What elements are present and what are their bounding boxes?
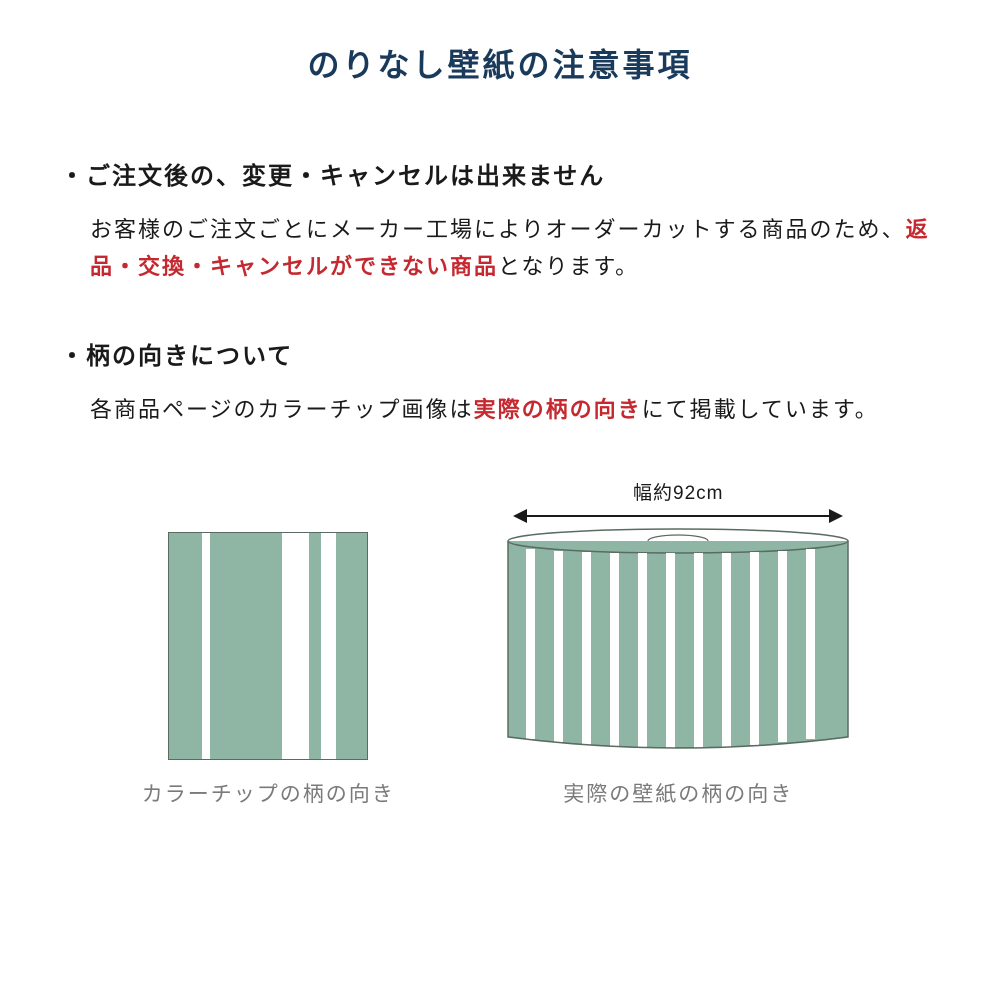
illustration-swatch: カラーチップの柄の向き — [142, 532, 395, 808]
body-text-accent: 実際の柄の向き — [474, 397, 642, 422]
wallpaper-roll-icon — [498, 525, 858, 760]
section-body: 各商品ページのカラーチップ画像は実際の柄の向きにて掲載しています。 — [90, 391, 940, 428]
section-body: お客様のご注文ごとにメーカー工場によりオーダーカットする商品のため、返品・交換・… — [90, 211, 940, 286]
section-cancel: ・ご注文後の、変更・キャンセルは出来ません お客様のご注文ごとにメーカー工場によ… — [60, 156, 940, 286]
roll-caption: 実際の壁紙の柄の向き — [563, 778, 793, 808]
illustration-roll: 幅約92cm — [498, 478, 858, 808]
body-text-pre: お客様のご注文ごとにメーカー工場によりオーダーカットする商品のため、 — [90, 217, 906, 242]
section-heading: ・柄の向きについて — [60, 336, 940, 371]
illustration-row: カラーチップの柄の向き 幅約92cm — [60, 478, 940, 808]
body-text-post: となります。 — [498, 254, 639, 279]
section-orientation: ・柄の向きについて 各商品ページのカラーチップ画像は実際の柄の向きにて掲載してい… — [60, 336, 940, 428]
width-label: 幅約92cm — [633, 478, 723, 505]
body-text-post: にて掲載しています。 — [642, 397, 879, 422]
width-arrow — [513, 509, 843, 523]
section-heading: ・ご注文後の、変更・キャンセルは出来ません — [60, 156, 940, 191]
body-text-pre: 各商品ページのカラーチップ画像は — [90, 397, 474, 422]
swatch-caption: カラーチップの柄の向き — [142, 778, 395, 808]
page-title: のりなし壁紙の注意事項 — [60, 40, 940, 86]
color-chip-swatch — [168, 532, 368, 760]
